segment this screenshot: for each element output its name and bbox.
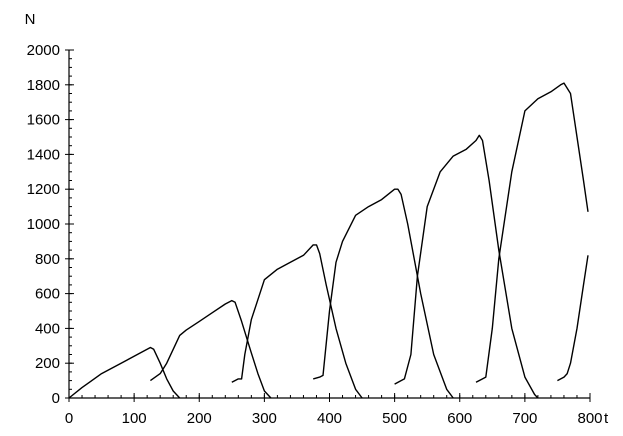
y-tick-label: 400 (35, 320, 60, 337)
x-tick-label: 200 (187, 410, 212, 427)
x-tick-label: 400 (317, 410, 342, 427)
x-tick-label: 0 (65, 410, 73, 427)
x-tick-label: 300 (252, 410, 277, 427)
x-tick-label: 800 (577, 410, 602, 427)
series-line-5 (394, 134, 539, 399)
x-tick-label: 700 (512, 410, 537, 427)
series-line-7 (557, 255, 589, 382)
series-line-3 (231, 244, 363, 399)
axes: 0 200 400 600 800 1000 1200 1400 1600 1800 2000 0 10… (27, 42, 603, 427)
series-line-1 (68, 346, 181, 399)
x-axis-label: t (604, 410, 609, 427)
series-line-2 (149, 299, 272, 399)
y-axis-label: N (25, 11, 36, 28)
y-tick-label: 1200 (27, 181, 60, 198)
series-line-6 (475, 82, 589, 383)
y-tick-label: 200 (35, 355, 60, 372)
series-layer (68, 82, 589, 399)
x-tick-label: 600 (447, 410, 472, 427)
y-tick-label: 1800 (27, 77, 60, 94)
y-tick-label: 1600 (27, 112, 60, 129)
x-tick-label: 100 (122, 410, 147, 427)
y-tick-label: 2000 (27, 42, 60, 59)
x-tick-label: 500 (382, 410, 407, 427)
y-tick-label: 1000 (27, 216, 60, 233)
y-tick-label: 0 (52, 390, 60, 407)
y-tick-label: 1400 (27, 146, 60, 163)
y-tick-label: 600 (35, 286, 60, 303)
series-line-4 (313, 188, 454, 399)
y-tick-label: 800 (35, 251, 60, 268)
